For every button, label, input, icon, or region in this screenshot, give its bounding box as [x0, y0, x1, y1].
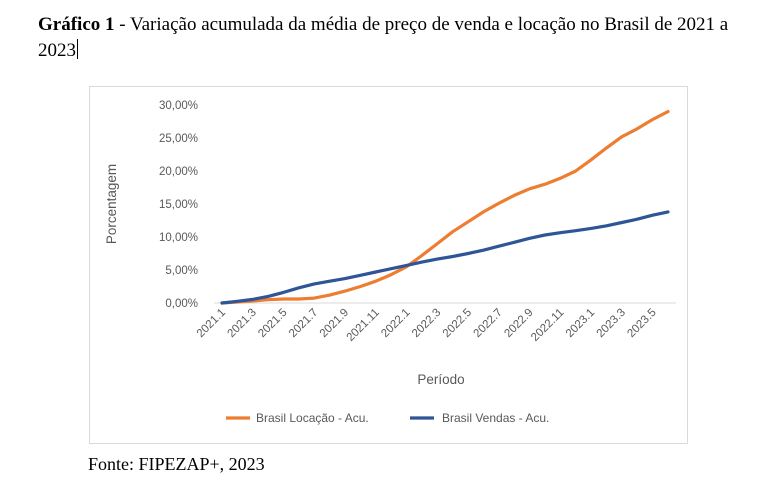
- x-tick-label: 2023.3: [595, 307, 628, 340]
- legend-label-vendas: Brasil Vendas - Acu.: [442, 411, 549, 425]
- x-tick-label: 2021.1: [195, 307, 228, 340]
- y-axis-title: Porcentagem: [104, 164, 119, 244]
- series-line-locacao: [220, 110, 670, 305]
- figure-source: Fonte: FIPEZAP+, 2023: [88, 454, 265, 474]
- caption-separator: -: [114, 14, 130, 35]
- x-tick-label: 2022.1: [379, 307, 412, 340]
- y-tick-label: 25,00%: [159, 133, 198, 145]
- y-tick-label: 10,00%: [159, 232, 198, 244]
- figure-caption: Gráfico 1 - Variação acumulada da média …: [38, 12, 738, 64]
- text-cursor: [77, 39, 78, 59]
- y-tick-label: 0,00%: [165, 298, 198, 310]
- x-tick-label: 2022.3: [410, 307, 443, 340]
- y-tick-label: 30,00%: [159, 100, 198, 112]
- x-tick-label: 2021.7: [287, 307, 320, 340]
- x-tick-label: 2023.5: [625, 307, 658, 340]
- legend-label-locacao: Brasil Locação - Acu.: [256, 411, 369, 425]
- x-tick-label: 2022.11: [529, 307, 566, 344]
- x-tick-label: 2022.7: [472, 307, 505, 340]
- y-tick-label: 20,00%: [159, 166, 198, 178]
- series-line-vendas: [220, 210, 670, 305]
- chart-area: 0,00% 5,00% 10,00% 15,00% 20,00% 25,00% 30,00%…: [89, 86, 688, 444]
- y-tick-label: 15,00%: [159, 199, 198, 211]
- x-tick-label: 2021.11: [345, 307, 382, 344]
- caption-text: Variação acumulada da média de preço de …: [38, 14, 729, 61]
- caption-label: Gráfico 1: [38, 14, 115, 35]
- x-tick-label: 2021.3: [226, 307, 259, 340]
- x-tick-label: 2022.5: [441, 307, 474, 340]
- x-tick-label: 2021.5: [256, 307, 289, 340]
- x-tick-label: 2023.1: [564, 307, 597, 340]
- line-chart: 0,00% 5,00% 10,00% 15,00% 20,00% 25,00% 30,00%…: [104, 100, 676, 425]
- x-axis-title: Período: [417, 372, 464, 387]
- y-tick-label: 5,00%: [165, 265, 198, 277]
